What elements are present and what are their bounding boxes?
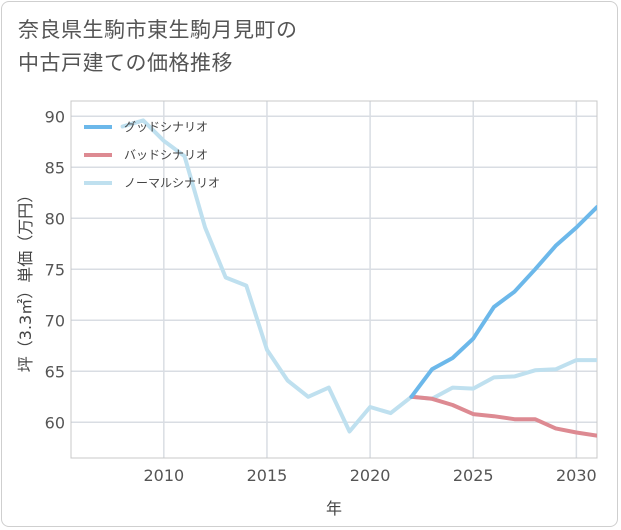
x-axis-label: 年 [326, 499, 342, 518]
chart-title-line-1: 奈良県生駒市東生駒月見町の [18, 18, 298, 42]
y-tick-label-60: 60 [45, 413, 65, 432]
x-tick-label-2030: 2030 [556, 466, 597, 485]
y-tick-label-70: 70 [45, 311, 65, 330]
y-axis-label: 坪（3.3㎡）単価（万円） [16, 187, 35, 372]
y-tick-labels: 60 65 70 75 80 85 90 [45, 107, 65, 432]
x-tick-label-2020: 2020 [350, 466, 391, 485]
y-tick-label-90: 90 [45, 107, 65, 126]
y-tick-label-85: 85 [45, 158, 65, 177]
legend-label-0: グッドシナリオ [124, 120, 208, 134]
legend-label-2: ノーマルシナリオ [124, 176, 220, 190]
plot-area-frame [70, 100, 598, 459]
chart-title: 奈良県生駒市東生駒月見町の 中古戸建ての価格推移 [18, 14, 298, 80]
legend-label-1: バッドシナリオ [124, 148, 208, 162]
grid-lines [71, 101, 597, 458]
y-tick-label-75: 75 [45, 260, 65, 279]
x-tick-label-2010: 2010 [143, 466, 184, 485]
series-lines [120, 118, 597, 438]
x-tick-label-2015: 2015 [247, 466, 288, 485]
y-tick-label-80: 80 [45, 209, 65, 228]
series-line-2 [120, 118, 597, 434]
chart-title-line-2: 中古戸建ての価格推移 [18, 51, 233, 75]
series-line-0 [409, 205, 597, 399]
x-tick-labels: 2010 2015 2020 2025 2030 [143, 466, 596, 485]
x-tick-label-2025: 2025 [453, 466, 494, 485]
series-line-1 [409, 394, 597, 438]
y-tick-label-65: 65 [45, 362, 65, 381]
